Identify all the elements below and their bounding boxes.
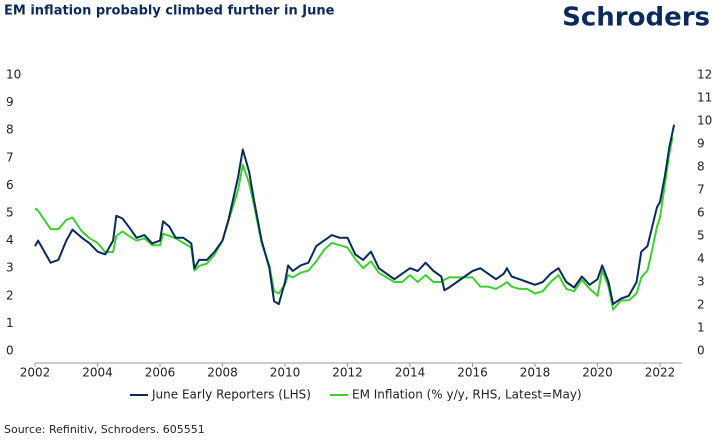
x-tick-label: 2004 bbox=[82, 366, 113, 380]
y-tick-label: 4 bbox=[6, 233, 14, 247]
y-tick-label: 2 bbox=[6, 288, 14, 302]
source-note: Source: Refinitiv, Schroders. 605551 bbox=[4, 423, 205, 436]
y-tick-label: 0 bbox=[6, 344, 14, 358]
series-line bbox=[34, 136, 674, 311]
y2-tick-label: 4 bbox=[697, 252, 705, 266]
y2-tick-label: 12 bbox=[697, 68, 712, 82]
x-tick-label: 2010 bbox=[270, 366, 301, 380]
chart-title: EM inflation probably climbed further in… bbox=[4, 4, 335, 19]
x-tick-label: 2022 bbox=[645, 366, 676, 380]
y2-tick-label: 1 bbox=[697, 321, 705, 335]
series-line bbox=[34, 124, 676, 306]
y-tick-label: 3 bbox=[6, 261, 14, 275]
legend-label: EM Inflation (% y/y, RHS, Latest=May) bbox=[352, 388, 582, 402]
x-tick-label: 2016 bbox=[457, 366, 488, 380]
y2-tick-label: 2 bbox=[697, 298, 705, 312]
y-tick-label: 1 bbox=[6, 316, 14, 330]
y2-tick-label: 8 bbox=[697, 160, 705, 174]
legend-label: June Early Reporters (LHS) bbox=[151, 388, 311, 402]
y-tick-label: 7 bbox=[6, 150, 14, 164]
y2-tick-label: 11 bbox=[697, 91, 712, 105]
y2-tick-label: 10 bbox=[697, 114, 712, 128]
y2-tick-label: 5 bbox=[697, 229, 705, 243]
y-tick-label: 5 bbox=[6, 206, 14, 220]
y-tick-label: 6 bbox=[6, 178, 14, 192]
x-tick-label: 2006 bbox=[145, 366, 176, 380]
y2-tick-label: 6 bbox=[697, 206, 705, 220]
x-tick-label: 2014 bbox=[395, 366, 426, 380]
x-tick-label: 2020 bbox=[582, 366, 613, 380]
x-tick-label: 2012 bbox=[332, 366, 363, 380]
x-tick-label: 2018 bbox=[520, 366, 551, 380]
y2-tick-label: 3 bbox=[697, 275, 705, 289]
y2-tick-label: 7 bbox=[697, 183, 705, 197]
y-tick-label: 8 bbox=[6, 123, 14, 137]
y2-tick-label: 0 bbox=[697, 344, 705, 358]
x-tick-label: 2008 bbox=[207, 366, 238, 380]
x-tick-label: 2002 bbox=[20, 366, 51, 380]
y-tick-label: 9 bbox=[6, 95, 14, 109]
y-tick-label: 10 bbox=[6, 68, 21, 82]
brand-logo: Schroders bbox=[562, 3, 710, 33]
y2-tick-label: 9 bbox=[697, 137, 705, 151]
